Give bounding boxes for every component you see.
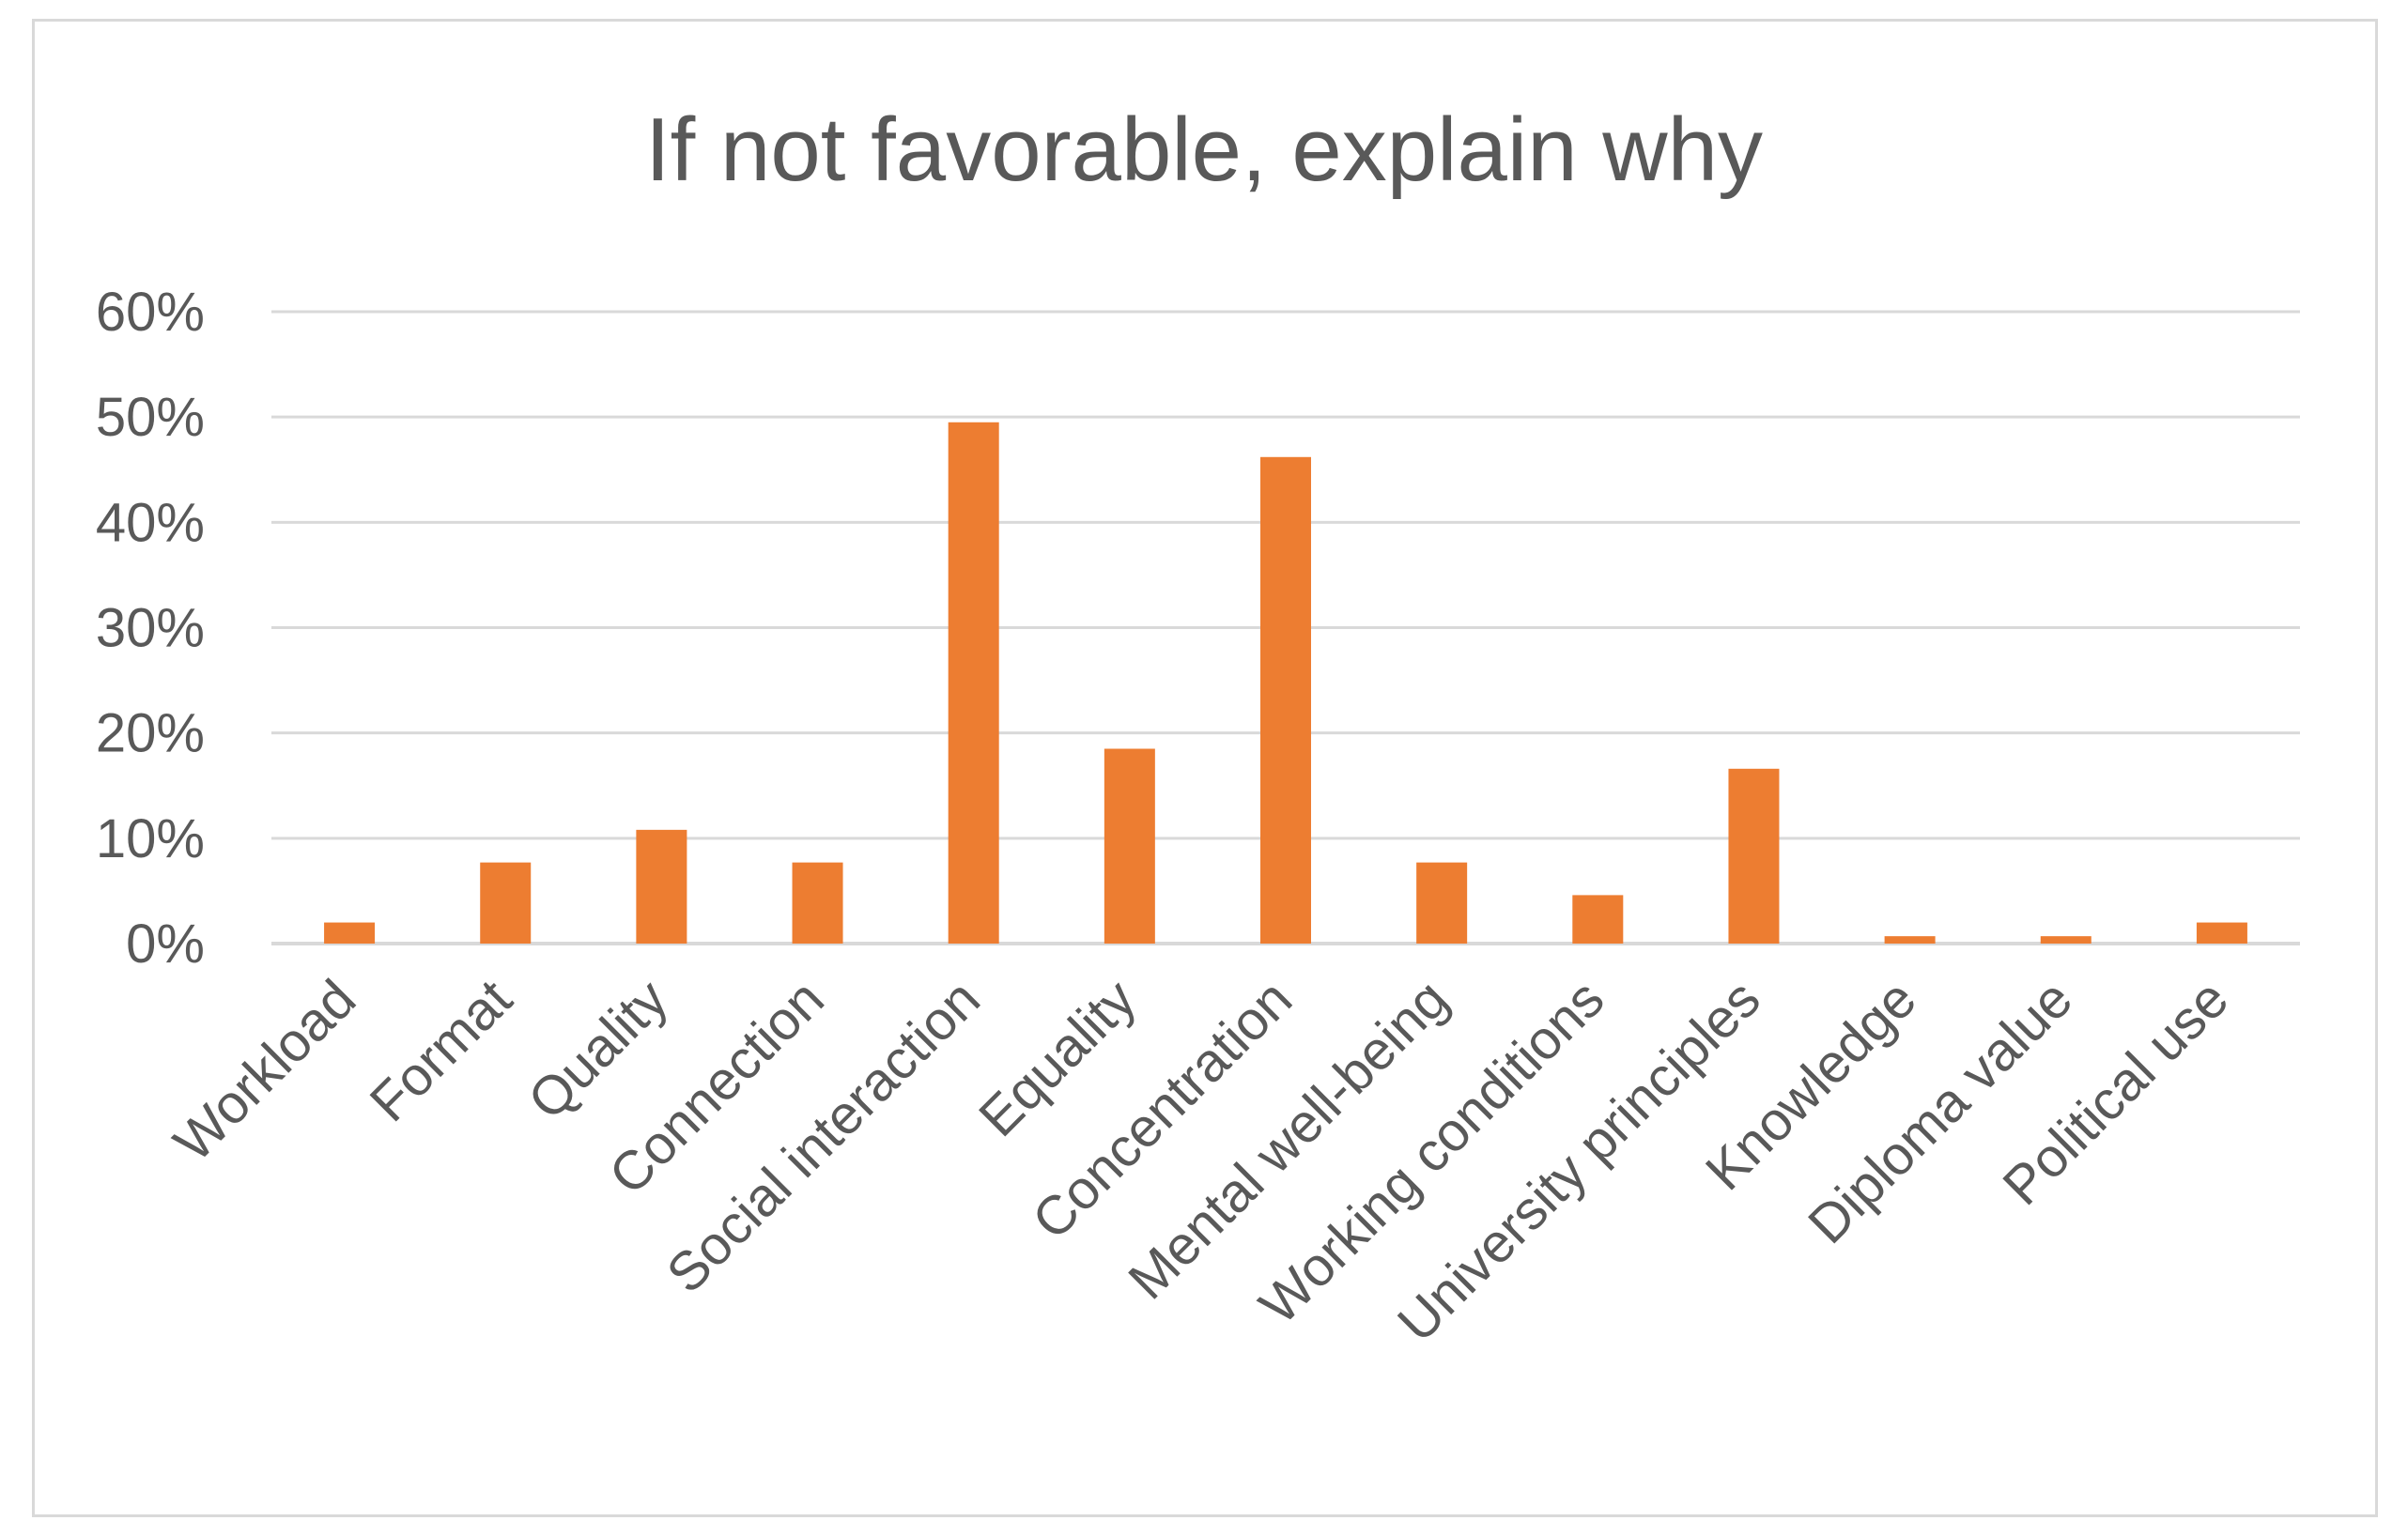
bar-working-conditions: [1572, 895, 1624, 944]
bar-university-principles: [1728, 768, 1780, 944]
bar-quality: [636, 829, 687, 944]
bar-political-use: [2196, 922, 2247, 944]
bar-equality: [1104, 748, 1155, 944]
y-axis-ticks: 0% 10% 20% 30% 40% 50% 60%: [96, 282, 205, 975]
y-tick-label: 60%: [96, 282, 205, 343]
bar-format: [480, 862, 532, 944]
x-category-label: Diploma value: [1797, 968, 2084, 1255]
bar-concentration: [1260, 456, 1311, 944]
chart-area: [32, 19, 2378, 1517]
x-category-label: Workload: [162, 968, 367, 1173]
y-tick-label: 50%: [96, 387, 205, 448]
y-tick-label: 40%: [96, 492, 205, 553]
y-tick-label: 0%: [126, 914, 205, 975]
y-tick-label: 20%: [96, 703, 205, 764]
bar-connection: [792, 862, 843, 944]
bars: [324, 422, 2247, 944]
chart-title: If not favorable, explain why: [645, 100, 1763, 200]
bar-mental-well-being: [1416, 862, 1468, 944]
bar-social-interaction: [948, 422, 999, 944]
bar-knowledge: [1884, 936, 1936, 944]
y-tick-label: 30%: [96, 598, 205, 659]
bar-diploma-value: [2040, 936, 2092, 944]
y-tick-label: 10%: [96, 808, 205, 869]
x-category-label: Format: [359, 968, 524, 1133]
bar-workload: [324, 922, 376, 944]
